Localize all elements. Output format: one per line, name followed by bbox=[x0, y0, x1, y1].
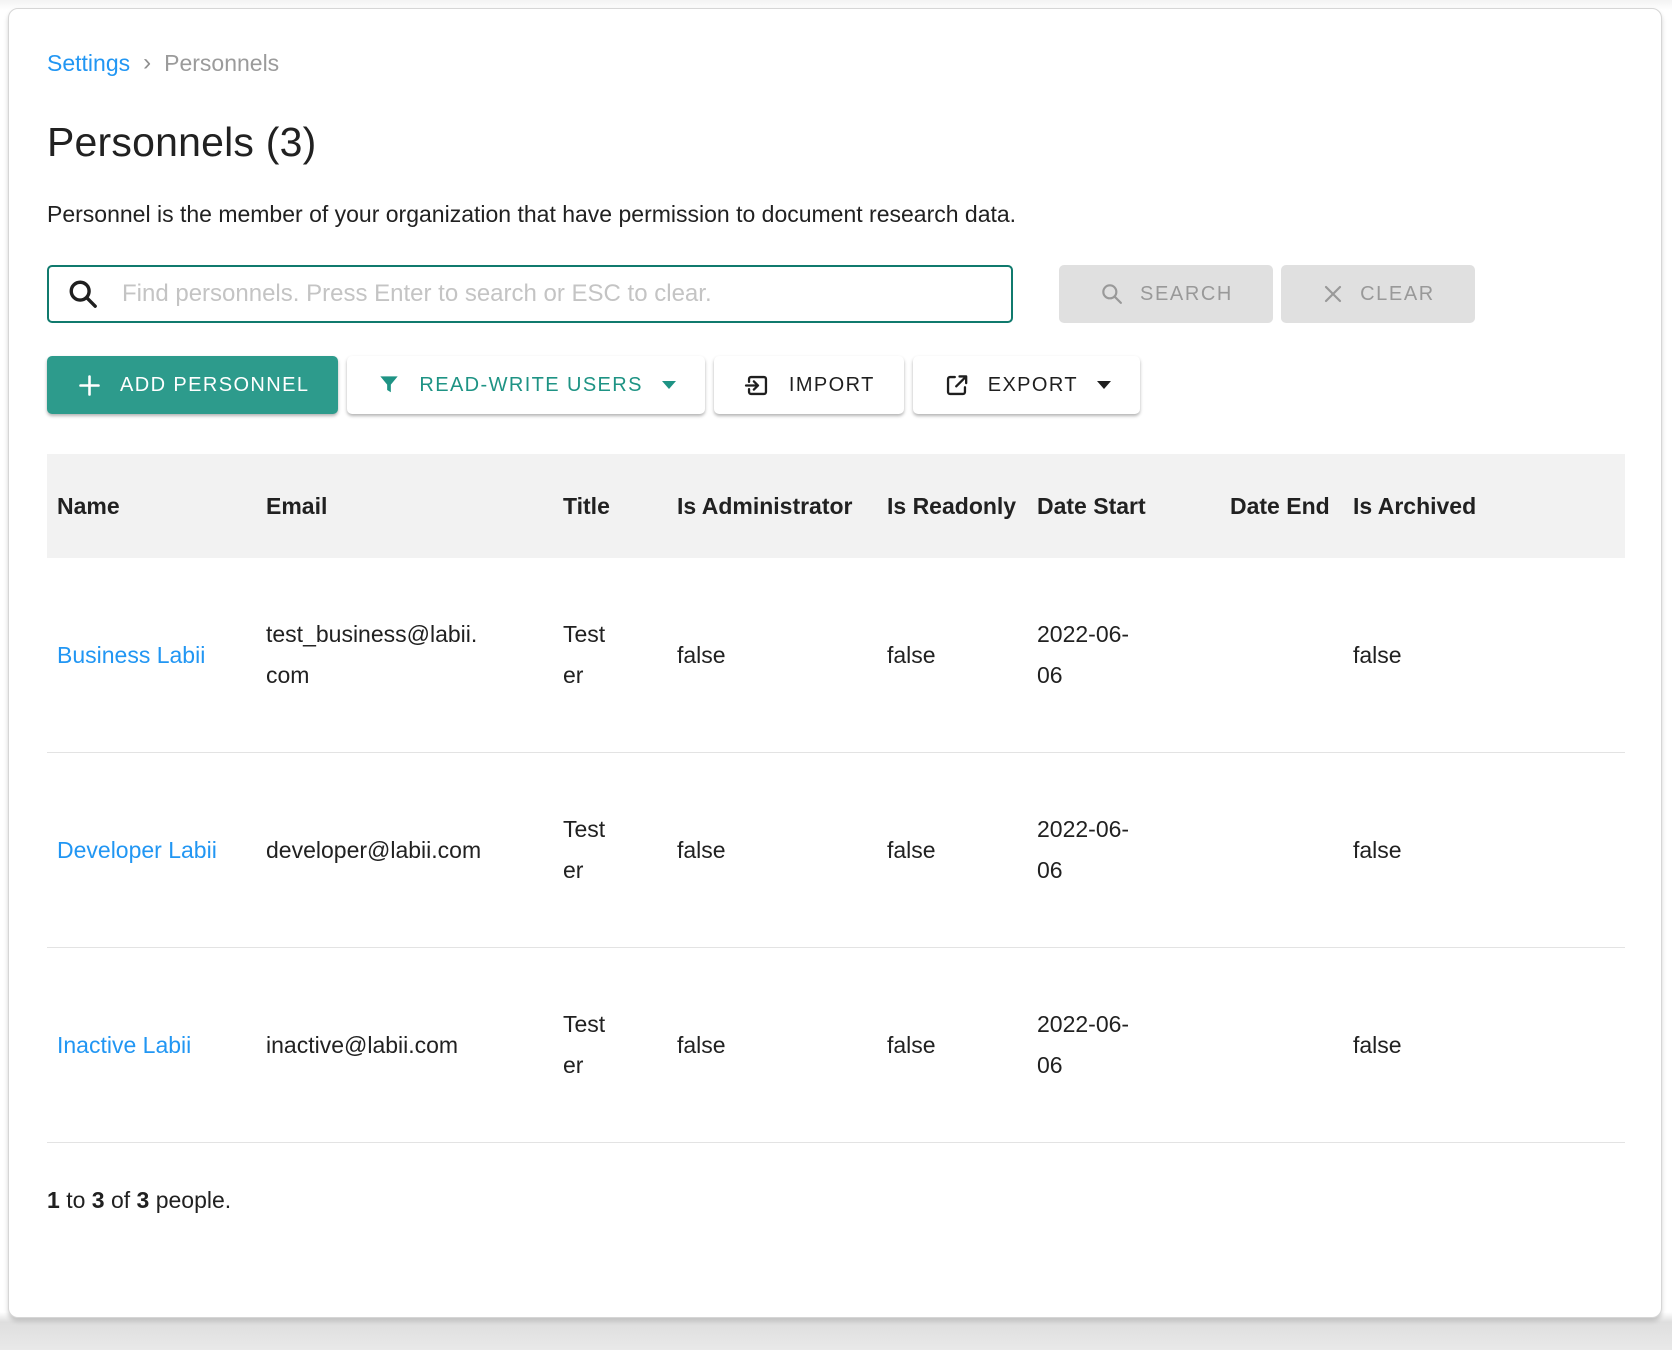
total-count: 3 bbox=[136, 1187, 150, 1213]
column-header-email: Email bbox=[266, 454, 563, 558]
column-header-is-administrator: Is Administrator bbox=[677, 454, 887, 558]
person-is-administrator: false bbox=[677, 1031, 726, 1058]
person-name-link[interactable]: Business Labii bbox=[57, 641, 206, 668]
search-button[interactable]: SEARCH bbox=[1059, 265, 1273, 323]
breadcrumb-settings-link[interactable]: Settings bbox=[47, 49, 131, 76]
toolbar: ADD PERSONNEL READ-WRITE USERS IMPORT bbox=[47, 356, 1623, 414]
clear-button-label: CLEAR bbox=[1360, 282, 1435, 305]
person-name-link[interactable]: Inactive Labii bbox=[57, 1031, 192, 1058]
export-dropdown[interactable]: EXPORT bbox=[912, 356, 1140, 414]
breadcrumb-current: Personnels bbox=[164, 49, 280, 76]
personnels-page-card: Settings › Personnels Personnels (3) Per… bbox=[8, 8, 1662, 1318]
person-email: developer@labii.com bbox=[266, 836, 482, 863]
column-header-spacer bbox=[1498, 454, 1625, 558]
person-is-readonly: false bbox=[887, 1031, 936, 1058]
person-is-archived: false bbox=[1353, 1031, 1402, 1058]
person-is-archived: false bbox=[1353, 836, 1402, 863]
summary-suffix: people. bbox=[155, 1187, 232, 1213]
table-row: Inactive Labii inactive@labii.com Tester… bbox=[47, 947, 1625, 1143]
person-title: Tester bbox=[563, 1011, 606, 1078]
plus-icon bbox=[76, 372, 103, 399]
person-is-archived: false bbox=[1353, 641, 1402, 668]
caret-down-icon bbox=[1096, 381, 1111, 389]
export-label: EXPORT bbox=[987, 373, 1078, 396]
person-is-administrator: false bbox=[677, 836, 726, 863]
column-header-name: Name bbox=[47, 454, 266, 558]
search-box bbox=[47, 265, 1013, 323]
import-label: IMPORT bbox=[788, 373, 875, 396]
chevron-right-icon: › bbox=[143, 49, 152, 76]
page-title: Personnels (3) bbox=[47, 119, 317, 165]
column-header-is-readonly: Is Readonly bbox=[887, 454, 1037, 558]
filter-users-dropdown[interactable]: READ-WRITE USERS bbox=[347, 356, 705, 414]
clear-button[interactable]: CLEAR bbox=[1281, 265, 1475, 323]
person-is-readonly: false bbox=[887, 641, 936, 668]
import-button[interactable]: IMPORT bbox=[713, 356, 904, 414]
funnel-icon bbox=[376, 372, 402, 398]
table-row: Business Labii test_business@labii.com T… bbox=[47, 558, 1625, 753]
add-personnel-label: ADD PERSONNEL bbox=[120, 373, 310, 396]
filter-users-label: READ-WRITE USERS bbox=[419, 373, 643, 396]
personnels-table: Name Email Title Is Administrator Is Rea… bbox=[47, 454, 1625, 1143]
person-is-readonly: false bbox=[887, 836, 936, 863]
column-header-date-end: Date End bbox=[1230, 454, 1353, 558]
range-end: 3 bbox=[91, 1187, 105, 1213]
search-icon bbox=[66, 277, 100, 311]
person-name-link[interactable]: Developer Labii bbox=[57, 836, 217, 863]
caret-down-icon bbox=[661, 381, 676, 389]
x-mark-icon bbox=[1321, 282, 1345, 306]
pagination-summary: 1 to 3 of 3 people. bbox=[47, 1187, 232, 1213]
person-title: Tester bbox=[563, 816, 606, 883]
column-header-title: Title bbox=[563, 454, 677, 558]
column-header-is-archived: Is Archived bbox=[1353, 454, 1498, 558]
box-arrow-out-icon bbox=[942, 371, 971, 400]
table-header-row: Name Email Title Is Administrator Is Rea… bbox=[47, 454, 1625, 558]
person-email: test_business@labii.com bbox=[266, 621, 478, 688]
person-title: Tester bbox=[563, 621, 606, 688]
person-date-start: 2022-06-06 bbox=[1037, 1011, 1130, 1078]
search-input[interactable] bbox=[120, 279, 994, 309]
page-description: Personnel is the member of your organiza… bbox=[47, 201, 1017, 227]
box-arrow-in-icon bbox=[743, 371, 772, 400]
person-email: inactive@labii.com bbox=[266, 1031, 459, 1058]
table-row: Developer Labii developer@labii.com Test… bbox=[47, 752, 1625, 948]
person-is-administrator: false bbox=[677, 641, 726, 668]
person-date-start: 2022-06-06 bbox=[1037, 621, 1130, 688]
search-icon bbox=[1099, 281, 1125, 307]
range-start: 1 bbox=[47, 1187, 60, 1213]
column-header-date-start: Date Start bbox=[1037, 454, 1230, 558]
search-row: SEARCH CLEAR bbox=[47, 265, 1623, 323]
search-button-label: SEARCH bbox=[1140, 282, 1233, 305]
add-personnel-button[interactable]: ADD PERSONNEL bbox=[47, 356, 339, 414]
breadcrumb: Settings › Personnels bbox=[47, 49, 1623, 77]
person-date-start: 2022-06-06 bbox=[1037, 816, 1130, 883]
